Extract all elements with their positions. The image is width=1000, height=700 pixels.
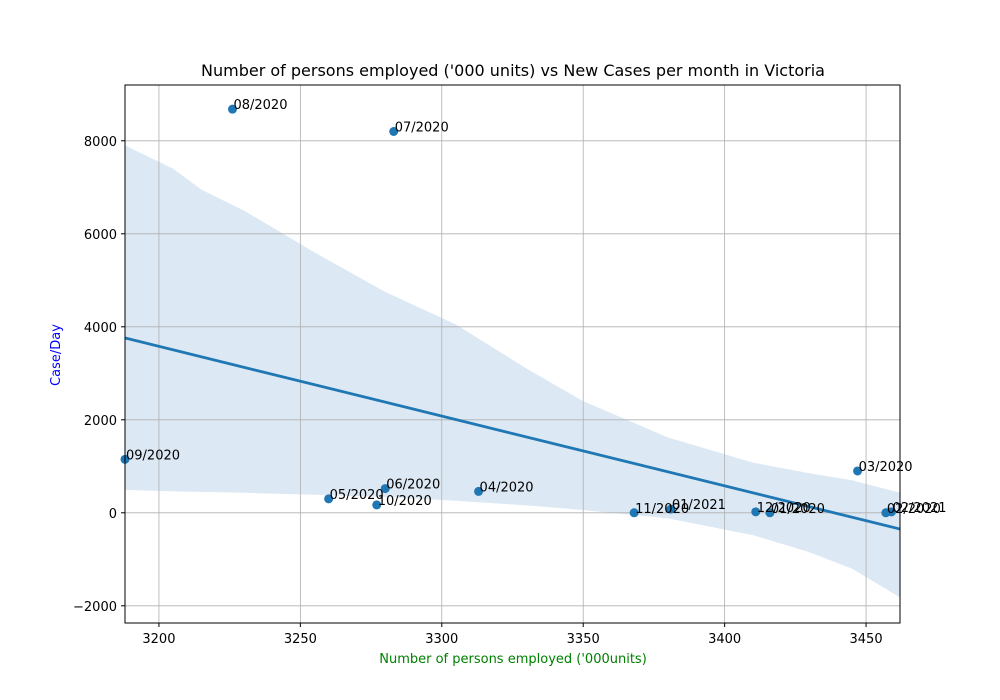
data-point-label: 10/2020	[378, 494, 432, 509]
data-point	[324, 494, 334, 504]
points-layer	[120, 104, 897, 518]
regression-line	[124, 336, 901, 531]
data-point	[380, 484, 390, 494]
data-point-label: 12/2020	[757, 501, 811, 516]
y-tick-label: 0	[109, 507, 117, 522]
x-axis: 3200 3250 3300 3350 3400 3450	[142, 623, 883, 647]
y-tick-label: 2000	[84, 414, 117, 429]
grid-layer	[125, 85, 900, 623]
data-point	[389, 126, 399, 136]
x-tick-label: 3350	[567, 632, 600, 647]
data-point-label: 04/2020	[480, 480, 534, 495]
data-point-label: 01/2020	[771, 502, 825, 517]
data-point-label: 11/2020	[635, 502, 689, 517]
plot-area: 08/2020 07/2020 09/2020 05/202006/202010/20…	[120, 84, 947, 624]
data-point	[887, 507, 897, 517]
data-point	[765, 508, 775, 518]
data-point	[227, 104, 237, 114]
data-point	[751, 507, 761, 517]
data-point	[629, 508, 639, 518]
data-point-label: 06/2020	[386, 478, 440, 493]
data-point-label: 02/2021	[893, 501, 947, 516]
data-point-label: 08/2020	[233, 98, 287, 113]
y-tick-label: 8000	[84, 135, 117, 150]
y-tick-label: 6000	[84, 228, 117, 243]
data-point-label: 07/2020	[395, 120, 449, 135]
data-point-label: 03/2020	[859, 460, 913, 475]
x-tick-label: 3450	[850, 632, 883, 647]
data-point-label: 05/2020	[330, 488, 384, 503]
y-axis-label: Case/Day	[49, 324, 64, 386]
x-axis-label: Number of persons employed ('000units)	[379, 652, 647, 667]
y-tick-label: −2000	[73, 600, 117, 615]
x-tick-label: 3200	[142, 632, 175, 647]
data-point	[853, 466, 863, 476]
y-axis: −2000 0 2000 4000 6000 8000	[73, 135, 125, 615]
data-point-label: 09/2020	[126, 448, 180, 463]
x-tick-label: 3400	[708, 632, 741, 647]
y-tick-label: 4000	[84, 321, 117, 336]
regression-line-layer	[124, 336, 901, 531]
data-point	[372, 500, 382, 510]
data-point	[474, 486, 484, 496]
data-point	[666, 504, 676, 514]
chart-title: Number of persons employed ('000 units) …	[201, 61, 825, 80]
confidence-band	[125, 145, 900, 598]
confidence-band-layer	[125, 145, 900, 598]
x-tick-label: 3300	[425, 632, 458, 647]
data-point-label: 01/2021	[672, 498, 726, 513]
x-tick-label: 3250	[284, 632, 317, 647]
plot-frame	[124, 84, 901, 624]
